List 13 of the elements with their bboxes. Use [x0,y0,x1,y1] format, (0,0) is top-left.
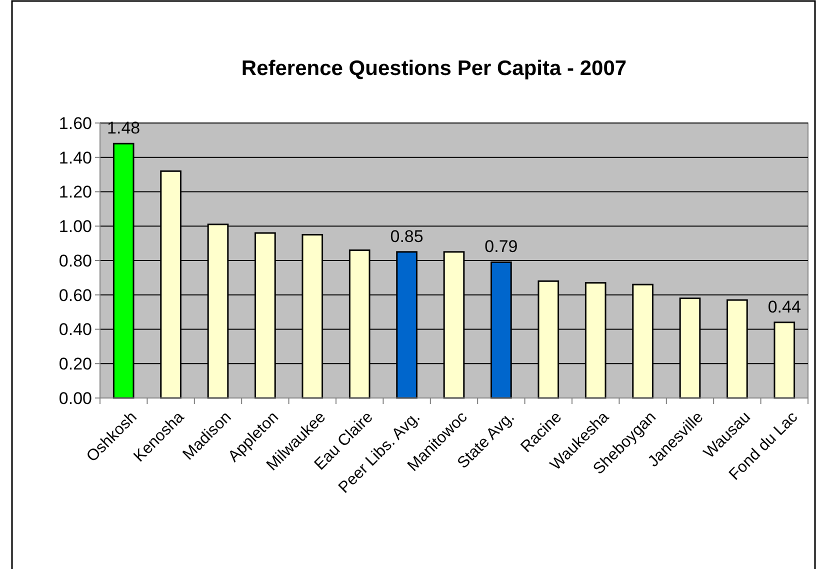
y-tick-label: 0.40 [58,320,92,340]
data-label: 0.85 [390,226,424,246]
y-tick-label: 1.60 [58,114,92,133]
y-tick-label: 1.00 [58,217,92,236]
y-tick-label: 0.60 [58,286,92,305]
y-tick-label: 0.00 [58,388,92,408]
y-tick-label: 0.20 [58,354,92,374]
y-tick-label: 1.20 [58,182,92,202]
y-tick-label: 0.80 [58,251,92,270]
y-tick-label: 1.40 [58,148,92,168]
data-label: 0.79 [484,237,518,256]
chart-title: Reference Questions Per Capita - 2007 [241,57,627,80]
data-label: 0.44 [768,297,801,316]
